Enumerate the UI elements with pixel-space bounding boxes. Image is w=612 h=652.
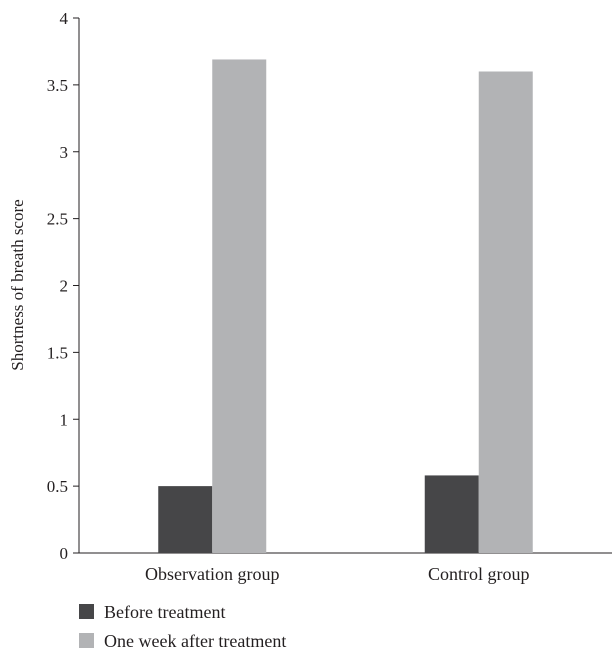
y-tick-label: 4 bbox=[60, 9, 69, 28]
y-tick-label: 0.5 bbox=[47, 477, 68, 496]
bar-one-week-after-treatment bbox=[212, 59, 267, 554]
x-category-label: Control group bbox=[428, 564, 530, 584]
y-tick-label: 3.5 bbox=[47, 76, 68, 95]
y-tick-label: 2 bbox=[60, 277, 69, 296]
y-tick-label: 1.5 bbox=[47, 343, 68, 362]
bar-one-week-after-treatment bbox=[478, 71, 533, 553]
y-tick-label: 0 bbox=[60, 544, 69, 563]
legend-label: Before treatment bbox=[104, 602, 225, 622]
y-axis-title: Shortness of breath score bbox=[8, 199, 27, 370]
legend-swatch bbox=[79, 604, 94, 619]
legend: Before treatment One week after treatment bbox=[79, 602, 286, 651]
bar-before-treatment bbox=[158, 486, 213, 553]
legend-swatch bbox=[79, 633, 94, 648]
y-tick-label: 2.5 bbox=[47, 210, 68, 229]
legend-label: One week after treatment bbox=[104, 631, 286, 651]
y-tick-label: 3 bbox=[60, 143, 69, 162]
x-category-label: Observation group bbox=[145, 564, 279, 584]
bar-before-treatment bbox=[424, 475, 479, 553]
y-tick-label: 1 bbox=[60, 410, 69, 429]
plot-area: 0 0.5 1 1.5 2 2.5 3 3.5 4 Observation group Contro… bbox=[47, 9, 612, 584]
